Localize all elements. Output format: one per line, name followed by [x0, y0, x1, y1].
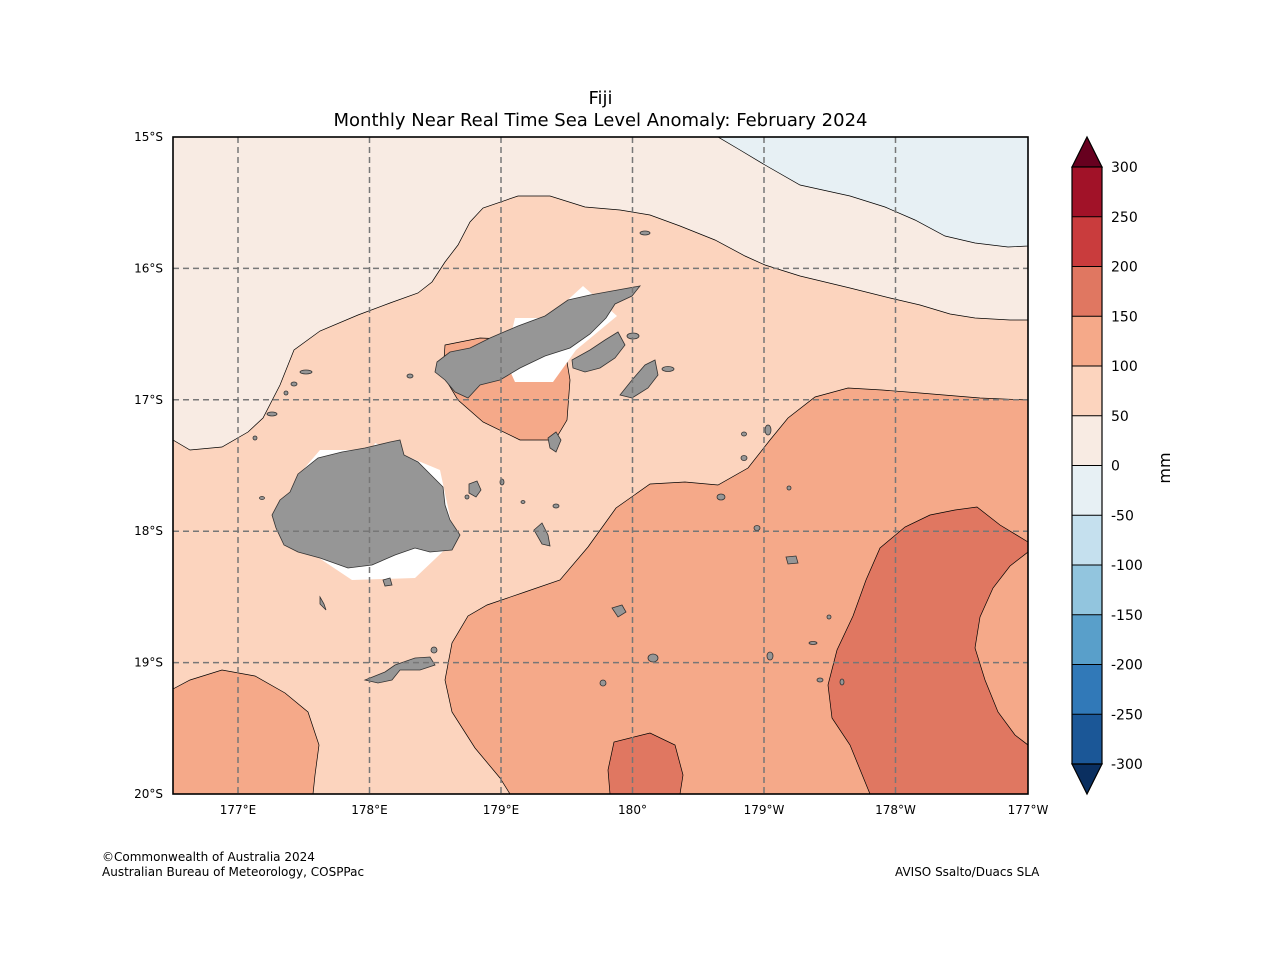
map-subtitle: Monthly Near Real Time Sea Level Anomaly…	[333, 110, 868, 131]
colorbar-segment	[1072, 614, 1102, 665]
colorbar-tick-label: -150	[1111, 608, 1143, 624]
band-100-150-east-inner	[974, 551, 1028, 746]
colorbar-tick-label: 50	[1111, 409, 1129, 425]
band-150-200-south	[607, 732, 684, 794]
colorbar-tick-label: 150	[1111, 309, 1138, 325]
colorbar: 300 250 200 150 100 50 0 -50 -100 -150 -200 -250 -30…	[1071, 135, 1174, 796]
source-line: Australian Bureau of Meteorology, COSPPa…	[102, 865, 365, 879]
lat-label: 20°S	[134, 787, 163, 801]
band-0-50	[173, 137, 1028, 451]
colorbar-segment	[1072, 266, 1102, 317]
small-islets	[252, 230, 845, 687]
colorbar-tick-label: -300	[1111, 757, 1143, 773]
colorbar-segment	[1072, 565, 1102, 615]
colorbar-segment	[1072, 216, 1102, 267]
graticule	[173, 137, 1028, 794]
lat-label: 16°S	[134, 261, 163, 275]
lon-label: 178°E	[351, 803, 388, 817]
island-small-2	[611, 604, 627, 618]
copyright-line: ©Commonwealth of Australia 2024	[102, 850, 315, 864]
island-viti-levu	[271, 439, 461, 569]
colorbar-under-arrow	[1071, 763, 1103, 796]
colorbar-segment	[1072, 714, 1102, 764]
island-lakeba-east	[619, 359, 659, 399]
colorbar-tick-label: -100	[1111, 558, 1143, 574]
colorbar-unit-label: mm	[1155, 452, 1174, 483]
island-gau	[533, 522, 551, 547]
colorbar-over-arrow	[1071, 135, 1103, 168]
lon-label: 180°	[618, 803, 647, 817]
colorbar-segment	[1072, 515, 1102, 565]
lat-label: 15°S	[134, 130, 163, 144]
colorbar-segment	[1072, 415, 1102, 466]
colorbar-tick-label: 100	[1111, 359, 1138, 375]
island-taveuni	[571, 331, 626, 373]
island-vanua-levu	[434, 285, 641, 399]
lon-label: 177°W	[1008, 803, 1049, 817]
island-small-1	[547, 431, 562, 453]
colorbar-tick-label: 200	[1111, 260, 1138, 276]
colorbar-segment	[1072, 366, 1102, 416]
lon-label: 179°E	[483, 803, 520, 817]
band-100-150-southwest	[173, 669, 320, 794]
colorbar-segment	[1072, 316, 1102, 366]
colorbar-tick-label: 300	[1111, 160, 1138, 176]
band-150-200-east	[827, 506, 1028, 794]
colorbar-tick-label: -50	[1111, 508, 1134, 524]
data-source-credit: AVISO Ssalto/Duacs SLA	[895, 865, 1040, 879]
latitude-labels: 15°S 16°S 17°S 18°S 19°S 20°S	[134, 130, 163, 801]
lon-label: 178°W	[875, 803, 916, 817]
lon-label: 179°W	[744, 803, 785, 817]
colorbar-segment	[1072, 664, 1102, 715]
colorbar-tick-label: -200	[1111, 658, 1143, 674]
colorbar-tick-label: 250	[1111, 210, 1138, 226]
anomaly-contours	[173, 137, 1028, 794]
lon-label: 177°E	[220, 803, 257, 817]
lat-label: 19°S	[134, 656, 163, 670]
colorbar-tick-label: 0	[1111, 459, 1120, 475]
island-small-3	[785, 555, 799, 565]
band-minus50-0	[717, 137, 1028, 248]
copyright-credit: ©Commonwealth of Australia 2024 Australi…	[102, 850, 364, 880]
colorbar-tick-label: -250	[1111, 707, 1143, 723]
island-kadavu	[363, 656, 436, 684]
lat-label: 18°S	[134, 524, 163, 538]
island-small-5	[382, 577, 393, 587]
lat-label: 17°S	[134, 393, 163, 407]
map-title: Fiji	[588, 88, 613, 109]
island-small-4	[319, 595, 327, 611]
colorbar-segment	[1072, 167, 1102, 217]
island-ovalau	[468, 480, 482, 498]
colorbar-segment	[1072, 465, 1102, 516]
longitude-labels: 177°E 178°E 179°E 180° 179°W 178°W 177°W	[220, 803, 1049, 817]
map-frame	[172, 136, 1029, 795]
